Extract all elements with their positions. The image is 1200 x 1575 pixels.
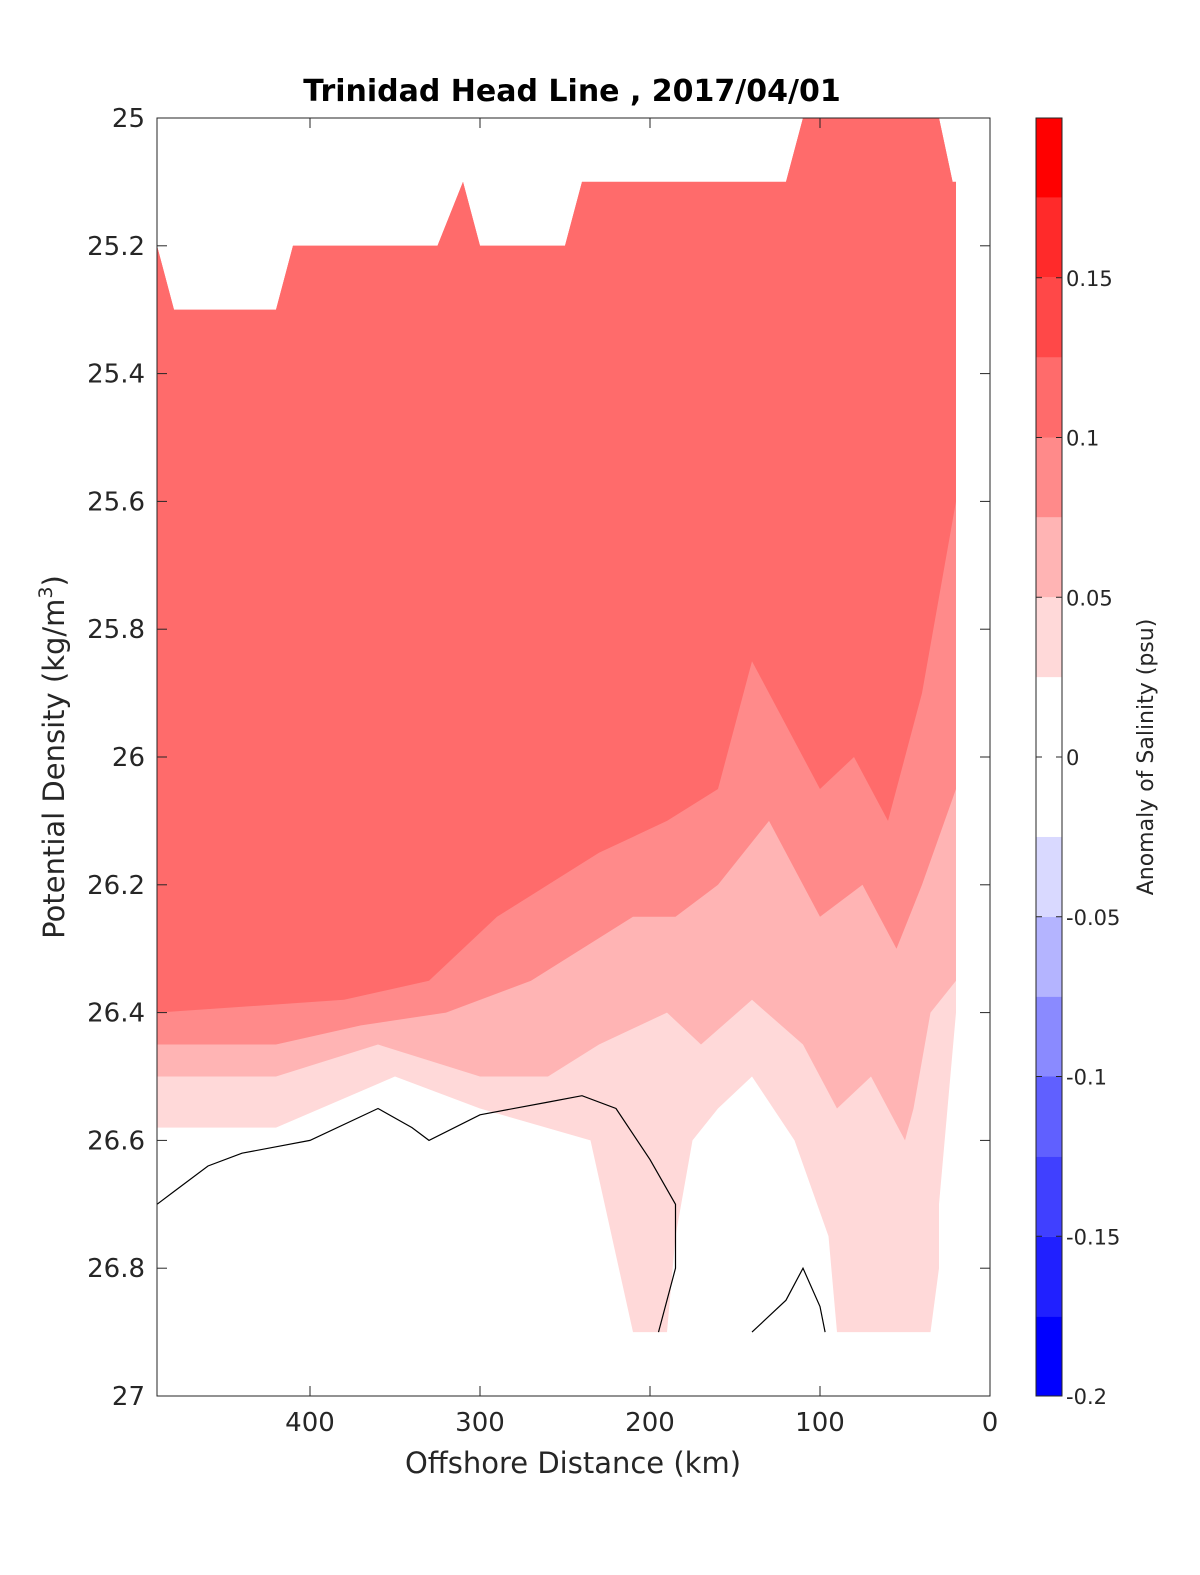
colorbar-tick-label: 0.15 bbox=[1066, 267, 1113, 291]
colorbar-swatch-14 bbox=[1036, 118, 1062, 198]
y-axis-label-close: ) bbox=[37, 575, 71, 586]
zero-contour-line-0 bbox=[156, 1095, 677, 1333]
x-tick-label: 0 bbox=[982, 1408, 999, 1438]
colorbar-swatch-3 bbox=[1036, 1076, 1062, 1157]
y-axis-label: Potential Density (kg/m3) bbox=[35, 575, 71, 939]
colorbar-swatches bbox=[1036, 118, 1062, 1396]
colorbar-swatch-1 bbox=[1036, 1236, 1062, 1317]
x-tick-label: 100 bbox=[795, 1408, 845, 1438]
colorbar-swatch-9 bbox=[1036, 517, 1062, 598]
colorbar-tick-label: 0.05 bbox=[1066, 586, 1113, 610]
colorbar-swatch-5 bbox=[1036, 916, 1062, 997]
x-axis-label: Offshore Distance (km) bbox=[405, 1446, 741, 1480]
colorbar-tick-label: 0 bbox=[1066, 746, 1079, 770]
colorbar-tick-label: -0.1 bbox=[1066, 1066, 1107, 1090]
colorbar: 0.15 0.1 0.05 0 -0.05 -0.1 -0.15 -0.2 bbox=[1035, 117, 1120, 1409]
y-tick-label: 26.8 bbox=[87, 1254, 145, 1284]
x-tick-label: 300 bbox=[455, 1408, 505, 1438]
colorbar-swatch-13 bbox=[1036, 197, 1062, 278]
zero-contour-lines bbox=[156, 1095, 826, 1333]
colorbar-swatch-11 bbox=[1036, 357, 1062, 438]
y-tick-label: 25.6 bbox=[87, 487, 145, 517]
x-tick-label: 400 bbox=[285, 1408, 335, 1438]
colorbar-swatch-0 bbox=[1036, 1316, 1062, 1396]
contour-region-3 bbox=[157, 118, 956, 1013]
colorbar-swatch-4 bbox=[1036, 996, 1062, 1077]
y-axis-ticks: 25 25.2 25.4 25.6 25.8 26 26.2 26.4 26.6 26.8 27 bbox=[87, 104, 990, 1412]
y-tick-label: 26.2 bbox=[87, 871, 145, 901]
y-tick-label: 27 bbox=[112, 1382, 145, 1412]
colorbar-tick-label: -0.15 bbox=[1066, 1225, 1120, 1249]
y-axis-label-main: Potential Density (kg/m bbox=[37, 599, 71, 939]
y-tick-label: 25.2 bbox=[87, 232, 145, 262]
colorbar-tick-label: -0.05 bbox=[1066, 906, 1120, 930]
colorbar-ticks: 0.15 0.1 0.05 0 -0.05 -0.1 -0.15 -0.2 bbox=[1036, 267, 1120, 1409]
colorbar-swatch-8 bbox=[1036, 597, 1062, 678]
colorbar-tick-label: -0.2 bbox=[1066, 1385, 1107, 1409]
colorbar-tick-label: 0.1 bbox=[1066, 427, 1099, 451]
y-tick-label: 26.4 bbox=[87, 999, 145, 1029]
colorbar-swatch-12 bbox=[1036, 277, 1062, 358]
y-tick-label: 25 bbox=[112, 104, 145, 134]
x-axis-ticks: 400 300 200 100 0 bbox=[285, 118, 998, 1438]
plot-area: 400 300 200 100 0 25 25.2 25.4 25.6 25.8 26 26.2 26… bbox=[87, 104, 998, 1438]
y-tick-label: 25.8 bbox=[87, 615, 145, 645]
y-tick-label: 26.6 bbox=[87, 1126, 145, 1156]
y-axis-label-superscript: 3 bbox=[35, 586, 57, 598]
contour-fills bbox=[157, 118, 956, 1333]
colorbar-swatch-2 bbox=[1036, 1156, 1062, 1237]
chart-title: Trinidad Head Line , 2017/04/01 bbox=[303, 74, 840, 109]
y-tick-label: 26 bbox=[112, 743, 145, 773]
y-tick-label: 25.4 bbox=[87, 360, 145, 390]
x-tick-label: 200 bbox=[625, 1408, 675, 1438]
zero-contour-line-1 bbox=[751, 1266, 826, 1333]
colorbar-swatch-6 bbox=[1036, 836, 1062, 917]
colorbar-swatch-10 bbox=[1036, 437, 1062, 518]
colorbar-label: Anomaly of Salinity (psu) bbox=[1134, 619, 1159, 896]
